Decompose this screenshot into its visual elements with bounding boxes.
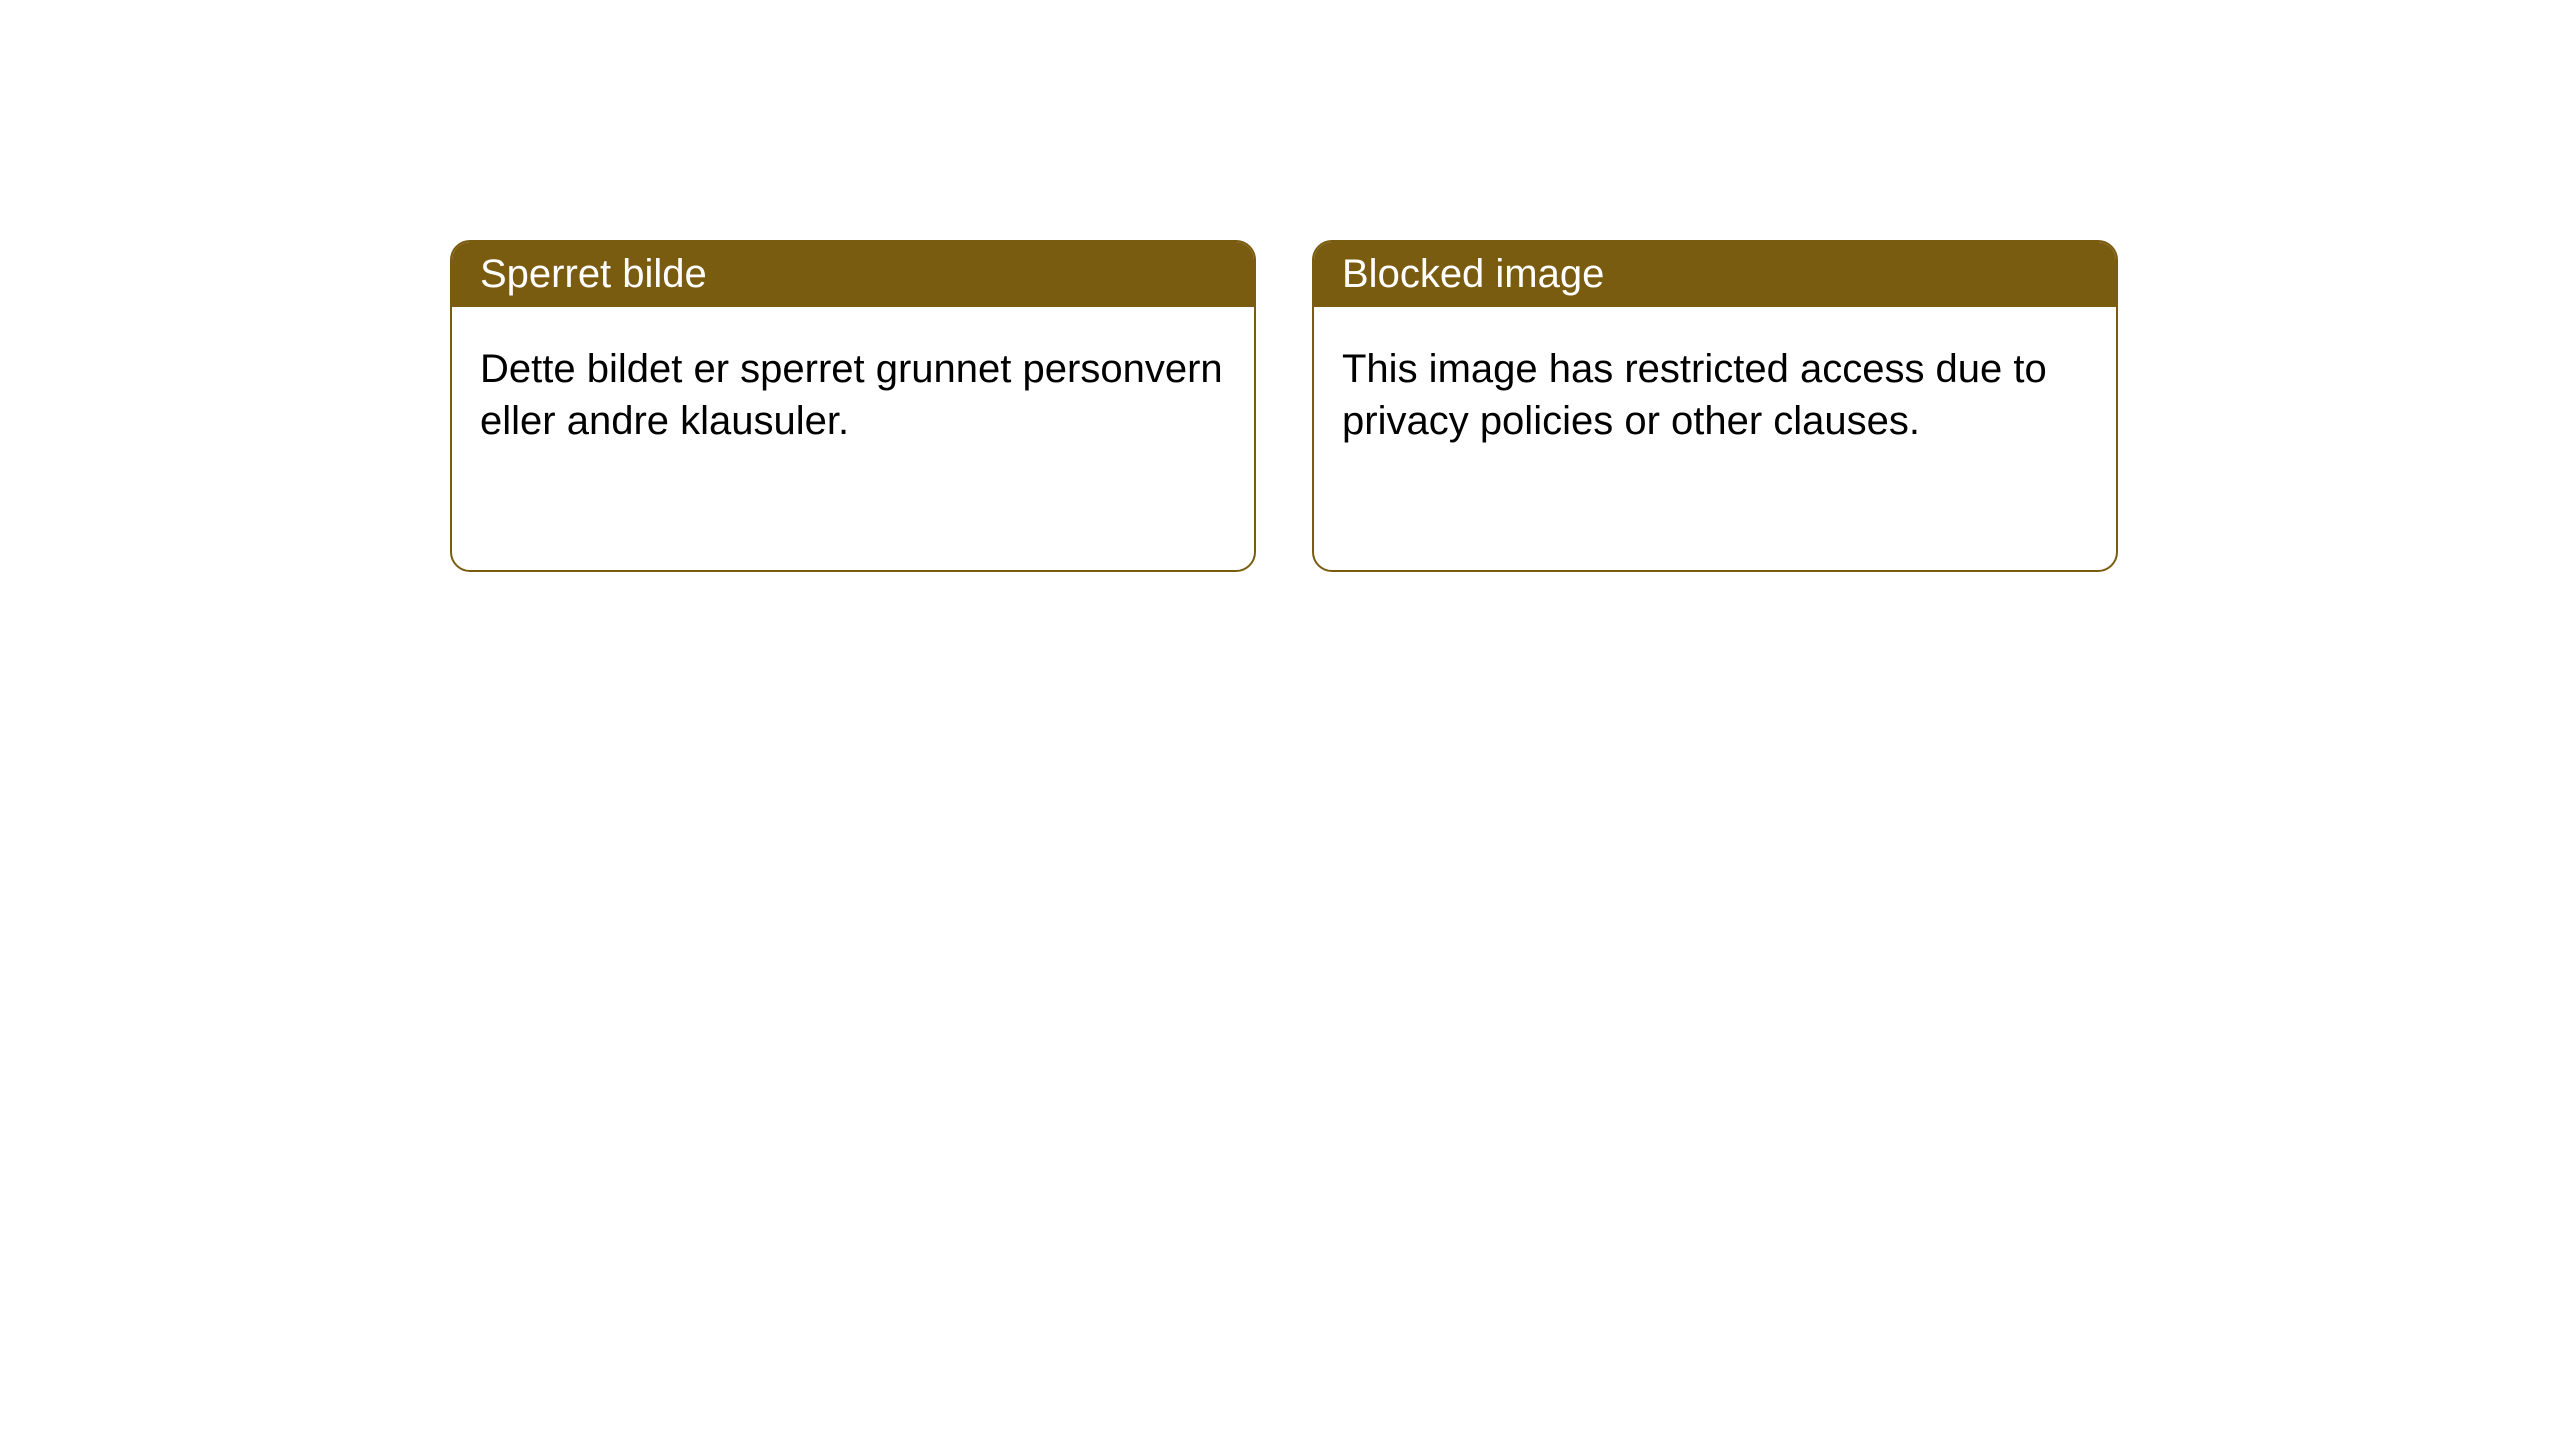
card-body: This image has restricted access due to … xyxy=(1314,307,2116,483)
blocked-image-card-norwegian: Sperret bilde Dette bildet er sperret gr… xyxy=(450,240,1256,572)
blocked-image-card-english: Blocked image This image has restricted … xyxy=(1312,240,2118,572)
notice-cards-container: Sperret bilde Dette bildet er sperret gr… xyxy=(0,0,2560,572)
card-header: Sperret bilde xyxy=(452,242,1254,307)
card-title: Sperret bilde xyxy=(480,252,707,296)
card-header: Blocked image xyxy=(1314,242,2116,307)
card-body-text: Dette bildet er sperret grunnet personve… xyxy=(480,347,1223,443)
card-body-text: This image has restricted access due to … xyxy=(1342,347,2047,443)
card-body: Dette bildet er sperret grunnet personve… xyxy=(452,307,1254,483)
card-title: Blocked image xyxy=(1342,252,1604,296)
